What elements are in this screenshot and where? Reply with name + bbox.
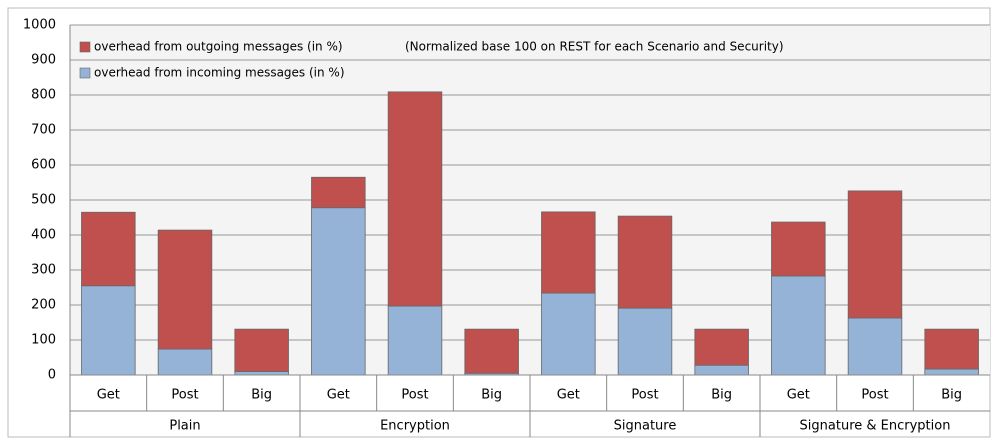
y-tick-label: 200 bbox=[31, 298, 56, 313]
bar-segment bbox=[387, 305, 443, 376]
annotation: (Normalized base 100 on REST for each Sc… bbox=[405, 40, 784, 54]
x-tick-label: Post bbox=[861, 388, 888, 403]
bar-segment bbox=[694, 364, 749, 376]
group-label: Plain bbox=[169, 419, 200, 434]
x-tick-label: Post bbox=[401, 388, 428, 403]
x-tick-label: Post bbox=[171, 388, 198, 403]
bar-segment bbox=[464, 328, 519, 374]
bar-segment bbox=[157, 348, 213, 376]
x-tick-label: Get bbox=[557, 388, 580, 403]
bar-segment bbox=[771, 275, 826, 376]
legend-swatch bbox=[79, 67, 91, 79]
y-tick-label: 0 bbox=[48, 368, 56, 383]
legend-swatch bbox=[79, 41, 91, 53]
x-tick-label: Big bbox=[251, 388, 272, 403]
bar-segment bbox=[311, 207, 366, 376]
x-tick-label: Get bbox=[327, 388, 350, 403]
bar-segment bbox=[924, 368, 979, 376]
x-tick-label: Get bbox=[787, 388, 810, 403]
y-tick-label: 300 bbox=[31, 263, 56, 278]
bar-segment bbox=[771, 221, 826, 277]
y-tick-label: 900 bbox=[31, 53, 56, 68]
x-tick-label: Post bbox=[631, 388, 658, 403]
bar-segment bbox=[81, 211, 136, 287]
legend-label: overhead from outgoing messages (in %) bbox=[94, 40, 343, 54]
legend-label: overhead from incoming messages (in %) bbox=[94, 66, 345, 80]
x-tick-label: Big bbox=[481, 388, 502, 403]
bar-segment bbox=[847, 190, 903, 319]
group-label: Encryption bbox=[380, 419, 450, 434]
group-label: Signature & Encryption bbox=[800, 419, 951, 434]
y-tick-label: 100 bbox=[31, 333, 56, 348]
y-tick-label: 700 bbox=[31, 123, 56, 138]
bar-segment bbox=[541, 292, 596, 376]
bar-segment bbox=[847, 317, 903, 376]
group-label: Signature bbox=[614, 419, 677, 434]
bar-segment bbox=[541, 211, 596, 294]
x-tick-label: Get bbox=[97, 388, 120, 403]
x-tick-label: Big bbox=[711, 388, 732, 403]
bar-segment bbox=[234, 328, 289, 372]
bar-segment bbox=[387, 91, 443, 307]
y-tick-label: 800 bbox=[31, 88, 56, 103]
bar-segment bbox=[81, 285, 136, 376]
bar-segment bbox=[617, 307, 673, 376]
bar-segment bbox=[694, 328, 749, 366]
bar-segment bbox=[617, 215, 673, 309]
bar-segment bbox=[234, 371, 289, 376]
bar-segment bbox=[924, 328, 979, 370]
bar-segment bbox=[157, 229, 213, 350]
y-tick-label: 600 bbox=[31, 158, 56, 173]
y-tick-label: 1000 bbox=[23, 18, 56, 33]
bar-segment bbox=[311, 176, 366, 209]
y-tick-label: 400 bbox=[31, 228, 56, 243]
x-tick-label: Big bbox=[941, 388, 962, 403]
y-tick-label: 500 bbox=[31, 193, 56, 208]
